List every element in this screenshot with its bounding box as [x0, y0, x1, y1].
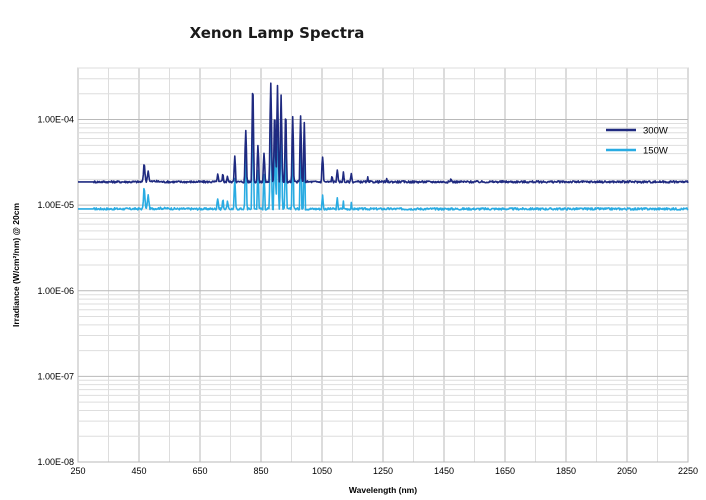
y-tick-label: 1.00E-08: [37, 457, 74, 467]
y-tick-label: 1.00E-06: [37, 286, 74, 296]
x-tick-label: 1050: [312, 466, 332, 476]
legend-label-150w: 150W: [643, 146, 668, 157]
tick-labels: 250 450 650 850 1050 1250 1450 1650 1850 2050 2250…: [37, 115, 698, 476]
series-line-150w: [77, 97, 689, 211]
y-axis-label: Irradiance (W/cm²/nm) @ 20cm: [11, 203, 21, 327]
y-tick-label: 1.00E-04: [37, 115, 74, 125]
x-tick-label: 1650: [495, 466, 515, 476]
legend: 300W 150W: [606, 126, 668, 157]
y-tick-label: 1.00E-05: [37, 200, 74, 210]
x-axis-label: Wavelength (nm): [349, 485, 417, 495]
x-tick-label: 250: [70, 466, 85, 476]
grid-lines: [77, 67, 689, 463]
x-tick-label: 1250: [373, 466, 393, 476]
series-line-300w: [77, 82, 689, 184]
series-layer: [77, 82, 689, 211]
x-tick-label: 2050: [617, 466, 637, 476]
legend-label-300w: 300W: [643, 126, 668, 137]
x-tick-label: 2250: [678, 466, 698, 476]
chart-title: Xenon Lamp Spectra: [190, 24, 365, 42]
x-tick-label: 450: [131, 466, 146, 476]
x-tick-label: 1850: [556, 466, 576, 476]
x-tick-label: 650: [192, 466, 207, 476]
x-tick-label: 850: [253, 466, 268, 476]
y-tick-label: 1.00E-07: [37, 371, 74, 381]
x-tick-label: 1450: [434, 466, 454, 476]
